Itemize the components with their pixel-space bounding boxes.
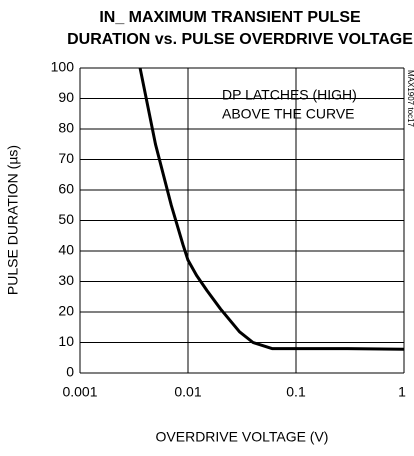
y-axis-label: PULSE DURATION (µs) — [5, 145, 21, 295]
x-tick-label: 1 — [398, 384, 406, 400]
annotation: ABOVE THE CURVE — [222, 106, 355, 122]
y-tick-label: 90 — [58, 89, 74, 105]
annotation: DP LATCHES (HIGH) — [222, 87, 357, 103]
y-tick-label: 70 — [58, 150, 74, 166]
x-tick-label: 0.1 — [286, 384, 306, 400]
y-tick-label: 30 — [58, 272, 74, 288]
y-tick-label: 0 — [66, 364, 74, 380]
data-line — [138, 67, 405, 351]
y-tick-label: 100 — [51, 59, 75, 75]
chart-title: DURATION vs. PULSE OVERDRIVE VOLTAGE — [67, 31, 413, 48]
y-tick-label: 80 — [58, 120, 74, 136]
y-tick-label: 20 — [58, 303, 74, 319]
y-tick-label: 10 — [58, 333, 74, 349]
chart-title: IN_ MAXIMUM TRANSIENT PULSE — [99, 9, 361, 26]
x-tick-label: 0.001 — [62, 384, 97, 400]
y-tick-label: 60 — [58, 181, 74, 197]
x-tick-label: 0.01 — [174, 384, 201, 400]
annotation: MAX1907 toc17 — [406, 70, 414, 127]
y-tick-label: 50 — [58, 211, 74, 227]
x-axis-label: OVERDRIVE VOLTAGE (V) — [156, 429, 329, 445]
y-tick-label: 40 — [58, 242, 74, 258]
